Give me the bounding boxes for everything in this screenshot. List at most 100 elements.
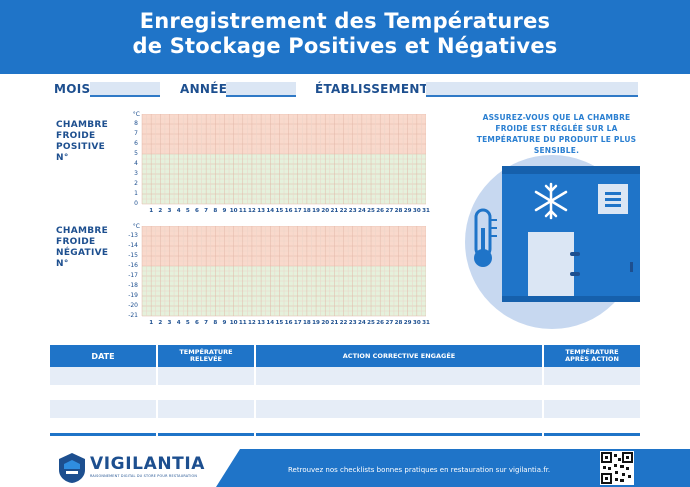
x-tick-label: 10: [229, 208, 238, 214]
y-tick-label: 1: [134, 190, 138, 197]
table-cell[interactable]: [50, 400, 156, 418]
cold-room-icon: [502, 166, 640, 302]
col-after-header-line: APRÈS ACTION: [565, 355, 619, 363]
y-tick-label: 2: [134, 180, 138, 187]
x-tick-label: 13: [257, 320, 265, 326]
x-tick-label: 8: [213, 320, 218, 326]
x-tick-label: 26: [376, 320, 385, 326]
x-tick-label: 1: [149, 320, 154, 326]
mois-field[interactable]: [90, 82, 160, 97]
snowflake-icon: [534, 182, 568, 220]
table-cell[interactable]: [256, 367, 542, 385]
y-tick-label: -14: [128, 242, 138, 249]
x-tick-label: 27: [385, 320, 394, 326]
x-tick-label: 9: [222, 208, 227, 214]
x-tick-label: 7: [204, 320, 209, 326]
y-tick-label: -16: [128, 262, 138, 269]
positive-chamber-label: CHAMBRE FROIDE POSITIVE N°: [56, 120, 108, 164]
x-tick-label: 20: [321, 208, 330, 214]
table-cell[interactable]: [544, 367, 640, 385]
footer-logo-panel: [0, 449, 240, 487]
table-cell[interactable]: [50, 367, 156, 385]
negative-label-line: N°: [56, 259, 69, 269]
x-tick-label: 3: [167, 320, 172, 326]
col-temp-header: TEMPÉRATURE RELEVÉE: [158, 345, 254, 367]
x-tick-label: 24: [357, 320, 366, 326]
x-tick-label: 8: [213, 208, 218, 214]
table-row-divider: [544, 433, 640, 436]
x-tick-label: 19: [312, 320, 320, 326]
table-row-divider: [50, 433, 156, 436]
x-tick-label: 11: [238, 320, 247, 326]
y-tick-label: 0: [134, 200, 138, 207]
negative-label-line: NÉGATIVE: [56, 248, 109, 258]
note-line: FROIDE EST RÉGLÉE SUR LA: [495, 124, 618, 133]
y-tick-label: -20: [128, 302, 138, 309]
note-line: SENSIBLE.: [533, 146, 580, 155]
y-tick-label: -19: [128, 292, 138, 299]
y-tick-label: -18: [128, 282, 138, 289]
x-tick-label: 6: [195, 320, 199, 326]
table-row-divider: [256, 433, 542, 436]
x-tick-label: 27: [385, 208, 394, 214]
x-tick-label: 29: [403, 208, 412, 214]
x-tick-label: 19: [312, 208, 320, 214]
vigilantia-logo-icon: [59, 453, 85, 483]
x-tick-label: 30: [412, 320, 421, 326]
brand-name: VIGILANTIA: [90, 454, 206, 474]
x-tick-label: 15: [275, 320, 284, 326]
negative-label-line: CHAMBRE: [56, 226, 109, 236]
x-tick-label: 13: [257, 208, 265, 214]
thermometer-icon: [474, 208, 497, 267]
col-action-header: ACTION CORRECTIVE ENGAGÉE: [256, 345, 542, 367]
col-date-header: DATE: [50, 345, 156, 367]
x-tick-label: 18: [302, 208, 311, 214]
footer-message: Retrouvez nos checklists bonnes pratique…: [288, 466, 551, 474]
positive-temperature-grid[interactable]: °C 8 7 6 5 4 3 2 1 0 1 2 3 4 5 6 7 8 9 10 11 12 13 14 15 16 17 18 19…: [126, 111, 430, 218]
negative-chamber-label: CHAMBRE FROIDE NÉGATIVE N°: [56, 226, 108, 270]
page-footer: Retrouvez nos checklists bonnes pratique…: [0, 449, 690, 487]
x-tick-label: 28: [394, 320, 403, 326]
x-tick-label: 14: [266, 208, 275, 214]
x-tick-label: 24: [357, 208, 366, 214]
x-tick-label: 4: [176, 320, 181, 326]
page-header: Enregistrement des Températures de Stock…: [0, 0, 690, 74]
table-cell[interactable]: [544, 400, 640, 418]
x-tick-label: 17: [293, 320, 302, 326]
positive-label-line: N°: [56, 153, 69, 163]
qr-code[interactable]: [600, 451, 634, 485]
x-tick-label: 14: [266, 320, 275, 326]
x-tick-label: 23: [348, 320, 357, 326]
x-tick-label: 10: [229, 320, 238, 326]
etablissement-field[interactable]: [426, 82, 638, 97]
x-tick-label: 23: [348, 208, 357, 214]
note-line: ASSUREZ-VOUS QUE LA CHAMBRE: [482, 113, 631, 122]
y-tick-label: 6: [134, 140, 138, 147]
qr-code-icon: [601, 452, 633, 484]
mois-label: MOIS: [54, 82, 91, 96]
y-tick-label: 4: [134, 160, 138, 167]
y-tick-label: -13: [128, 232, 138, 239]
x-tick-label: 31: [422, 208, 430, 214]
x-tick-label: 7: [204, 208, 209, 214]
unit-label: °C: [132, 223, 140, 230]
x-tick-label: 11: [238, 208, 247, 214]
page-title-line-2: de Stockage Positives et Négatives: [132, 34, 558, 58]
x-tick-label: 21: [330, 320, 339, 326]
table-cell[interactable]: [158, 367, 254, 385]
x-tick-label: 5: [185, 320, 190, 326]
table-cell[interactable]: [256, 400, 542, 418]
x-tick-label: 15: [275, 208, 284, 214]
x-tick-label: 2: [158, 320, 163, 326]
x-tick-label: 17: [293, 208, 302, 214]
x-tick-label: 5: [185, 208, 190, 214]
table-cell[interactable]: [158, 400, 254, 418]
annee-field[interactable]: [226, 82, 296, 97]
y-tick-label: 8: [134, 120, 138, 127]
col-temp-header-line: TEMPÉRATURE: [179, 348, 233, 356]
x-tick-label: 2: [158, 208, 163, 214]
x-tick-label: 6: [195, 208, 199, 214]
cold-room-illustration: [465, 155, 640, 329]
x-tick-label: 16: [284, 320, 293, 326]
negative-temperature-grid[interactable]: °C -13 -14 -15 -16 -17 -18 -19 -20 -21 1 2 3 4 5 6 7 8 9 10…: [126, 223, 430, 330]
